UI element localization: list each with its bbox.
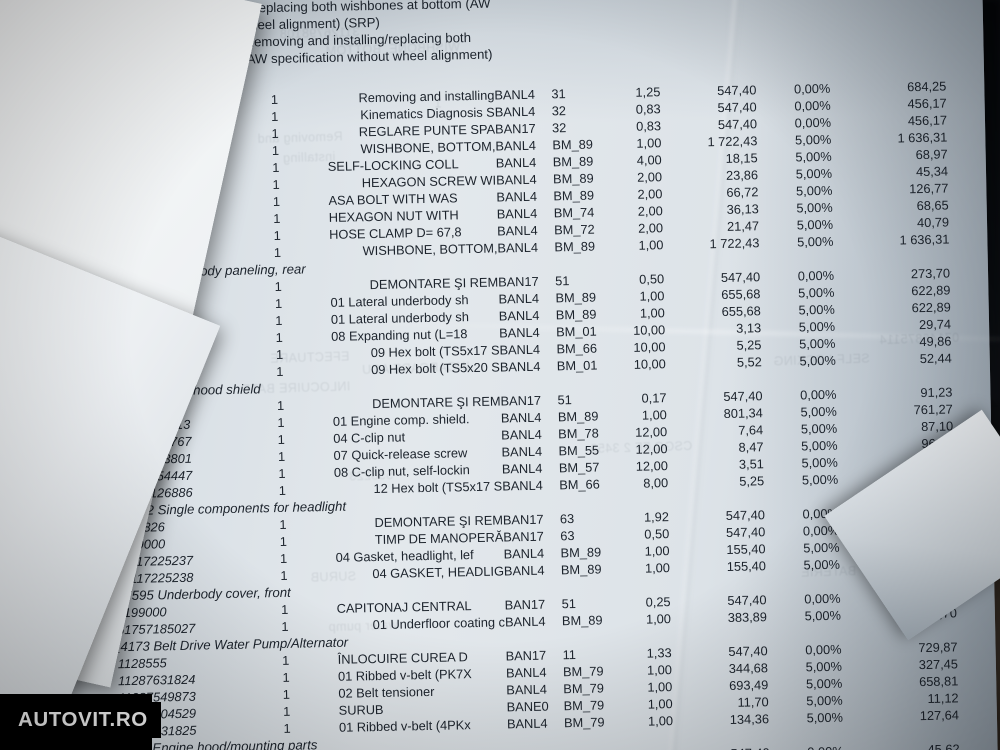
unit-price-cell: 547,40 xyxy=(687,744,769,750)
autovit-watermark: AUTOVIT.RO xyxy=(8,702,161,738)
total-cell: 1 636,31 xyxy=(899,231,950,248)
discount-cell: 5,00% xyxy=(803,556,841,573)
discount-cell: 5,00% xyxy=(801,471,839,488)
total-cell: 52,44 xyxy=(919,350,952,367)
hours-cell: 8,00 xyxy=(643,475,669,491)
description-cell: 12 Hex bolt (TS5x17 S xyxy=(373,478,503,497)
hours-cell: 1,00 xyxy=(647,713,674,729)
hours-cell: 10,00 xyxy=(633,356,666,372)
code-cell: BANL4 xyxy=(502,477,543,494)
discount-cell: 0,00% xyxy=(781,743,844,750)
group-cell: BM_01 xyxy=(556,357,598,374)
code-cell: BANL4 xyxy=(504,613,546,630)
watermark-label: AUTOVIT.RO xyxy=(18,708,148,731)
description-cell: WISHBONE, BOTTOM, xyxy=(362,240,498,259)
total-cell: 127,64 xyxy=(919,707,960,724)
total-cell: 45,62 xyxy=(927,741,960,750)
group-cell: BM_66 xyxy=(559,476,600,493)
code-cell: BANL4 xyxy=(503,562,545,579)
description-cell: 04 GASKET, HEADLIG xyxy=(372,563,505,582)
discount-cell: 5,00% xyxy=(799,352,836,369)
group-cell: BM_89 xyxy=(554,238,596,255)
hours-cell: 1,00 xyxy=(644,560,671,576)
hours-cell: 0,08 xyxy=(616,746,674,750)
code-cell: BANL4 xyxy=(497,239,539,256)
discount-cell: 5,00% xyxy=(806,709,844,726)
discount-cell: 5,00% xyxy=(804,607,842,624)
unit-price-cell: 5,52 xyxy=(736,354,762,370)
unit-price-cell: 155,40 xyxy=(726,558,767,574)
quantity-cell: 1 xyxy=(276,363,284,379)
unit-price-cell: 1 722,43 xyxy=(709,235,760,252)
code-cell: BANL4 xyxy=(506,715,548,732)
description-cell: 01 Ribbed v-belt (4PKx xyxy=(338,717,471,735)
group-cell: BM_89 xyxy=(560,561,602,578)
unit-price-cell: 383,89 xyxy=(727,609,768,625)
group-cell: BM_89 xyxy=(561,612,603,629)
description-cell: 01 Underfloor coating c xyxy=(372,614,506,633)
unit-price-cell: 5,25 xyxy=(739,473,765,489)
hours-cell: 1,00 xyxy=(638,237,664,253)
quantity-cell: 1 xyxy=(280,567,288,583)
discount-cell: 5,00% xyxy=(796,233,834,250)
group-cell: BM_79 xyxy=(563,714,605,731)
description-cell: 09 Hex bolt (TS5x20 S xyxy=(370,359,501,378)
unit-price-cell: 134,36 xyxy=(729,711,770,727)
hours-cell: 1,00 xyxy=(645,611,672,627)
code-cell: BANL4 xyxy=(499,358,541,375)
